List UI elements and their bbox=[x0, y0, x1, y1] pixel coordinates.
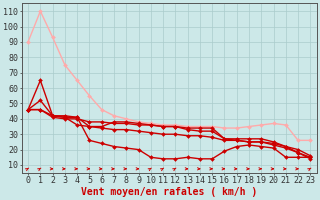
X-axis label: Vent moyen/en rafales ( km/h ): Vent moyen/en rafales ( km/h ) bbox=[81, 187, 257, 197]
